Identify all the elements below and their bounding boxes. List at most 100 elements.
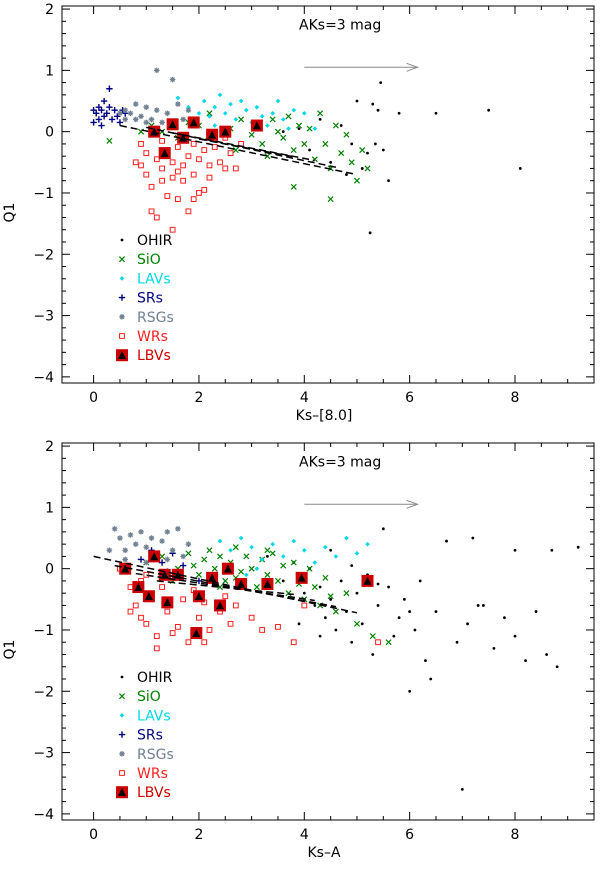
data-point-wrs <box>132 602 139 609</box>
data-point-srs <box>111 107 118 114</box>
data-point-sio <box>353 620 360 627</box>
x-tick-label: 6 <box>405 390 414 406</box>
data-point-ohir <box>360 622 364 626</box>
data-point-rsgs <box>117 535 123 541</box>
extinction-arrow-head <box>406 62 420 72</box>
data-point-lbvs <box>219 125 232 138</box>
data-point-rsgs <box>122 556 129 563</box>
x-tick-label: 2 <box>194 390 203 406</box>
data-point-sio <box>338 150 345 157</box>
data-point-lavs <box>212 104 218 110</box>
data-point-wrs <box>159 584 165 590</box>
data-point-rsgs <box>138 113 144 120</box>
data-point-sio <box>317 110 324 117</box>
lbv-triangle <box>208 130 217 139</box>
data-point-wrs <box>143 620 150 627</box>
data-point-rsgs <box>148 116 155 123</box>
data-point-wrs <box>169 226 176 233</box>
legend-marker-srs <box>118 731 126 738</box>
data-point-wrs <box>153 633 160 639</box>
data-point-sio <box>385 639 392 646</box>
data-point-lbvs <box>206 128 219 141</box>
data-point-sio <box>348 159 355 166</box>
data-point-ohir <box>318 118 322 121</box>
data-point-wrs <box>185 208 192 215</box>
data-point-ohir <box>402 597 406 601</box>
data-point-wrs <box>169 159 176 166</box>
lbv-triangle <box>134 582 143 591</box>
data-point-ohir <box>492 646 496 650</box>
data-point-lbvs <box>214 599 227 612</box>
data-point-wrs <box>180 596 187 603</box>
data-point-lavs <box>301 110 307 116</box>
data-point-srs <box>137 556 145 563</box>
data-point-ohir <box>368 231 372 235</box>
data-point-wrs <box>196 190 202 196</box>
lbv-triangle <box>252 121 261 130</box>
data-point-ohir <box>476 604 480 607</box>
y-tick-label: 2 <box>45 439 54 455</box>
y-tick-label: −4 <box>33 370 54 386</box>
data-point-lavs <box>217 538 223 544</box>
series-srs <box>90 85 129 129</box>
data-point-wrs <box>153 645 160 652</box>
data-point-rsgs <box>122 107 129 114</box>
data-point-lavs <box>201 98 207 104</box>
data-point-ohir <box>297 127 301 131</box>
series-wrs <box>117 565 381 652</box>
data-point-rsgs <box>122 116 129 123</box>
data-point-sio <box>311 156 318 163</box>
data-point-ohir <box>381 527 385 531</box>
data-point-ohir <box>513 548 517 552</box>
data-point-lbvs <box>187 116 200 129</box>
data-point-sio <box>201 556 208 563</box>
series-lavs <box>175 92 318 131</box>
data-point-rsgs <box>154 107 160 114</box>
data-point-sio <box>264 153 271 160</box>
legend-marker-lbvs <box>116 349 128 362</box>
data-point-wrs <box>206 162 213 169</box>
data-point-lavs <box>196 110 202 116</box>
data-point-sio <box>206 110 213 117</box>
data-point-sio <box>190 562 197 569</box>
data-point-lbvs <box>119 562 132 575</box>
data-point-lavs <box>291 538 297 544</box>
legend-label-lavs: LAVs <box>137 271 171 287</box>
data-point-rsgs <box>169 76 176 83</box>
data-point-rsgs <box>132 541 139 547</box>
legend-marker-lbvs <box>116 786 128 799</box>
data-point-rsgs <box>175 526 181 532</box>
data-point-lavs <box>222 110 228 116</box>
data-point-sio <box>364 165 371 172</box>
data-point-wrs <box>211 144 218 150</box>
data-point-ohir <box>366 151 369 155</box>
data-point-wrs <box>259 627 266 633</box>
data-point-sio <box>243 553 250 560</box>
data-point-wrs <box>222 593 229 600</box>
data-point-ohir <box>308 148 311 152</box>
legend-marker-rsgs <box>119 314 125 320</box>
data-point-rsgs <box>164 556 171 563</box>
data-point-lavs <box>244 572 249 578</box>
data-point-sio <box>280 134 287 141</box>
data-point-lbvs <box>161 596 174 609</box>
data-point-lavs <box>270 110 275 116</box>
data-point-wrs <box>375 639 381 646</box>
data-point-rsgs <box>132 116 139 123</box>
data-point-lavs <box>265 123 270 128</box>
data-point-lavs <box>365 541 370 547</box>
y-axis-title: Q1 <box>2 640 18 660</box>
data-point-wrs <box>222 165 229 172</box>
data-point-sio <box>311 584 318 591</box>
legend-label-ohir: OHIR <box>137 233 173 249</box>
data-point-srs <box>158 559 166 566</box>
data-point-ohir <box>424 659 427 663</box>
data-point-ohir <box>339 579 343 583</box>
data-point-srs <box>108 116 116 123</box>
legend-label-srs: SRs <box>137 728 163 744</box>
legend-marker-wrs <box>119 770 125 776</box>
data-point-lavs <box>217 92 223 98</box>
data-point-wrs <box>127 584 134 590</box>
series-srs <box>137 547 203 585</box>
data-point-lbvs <box>148 550 161 563</box>
